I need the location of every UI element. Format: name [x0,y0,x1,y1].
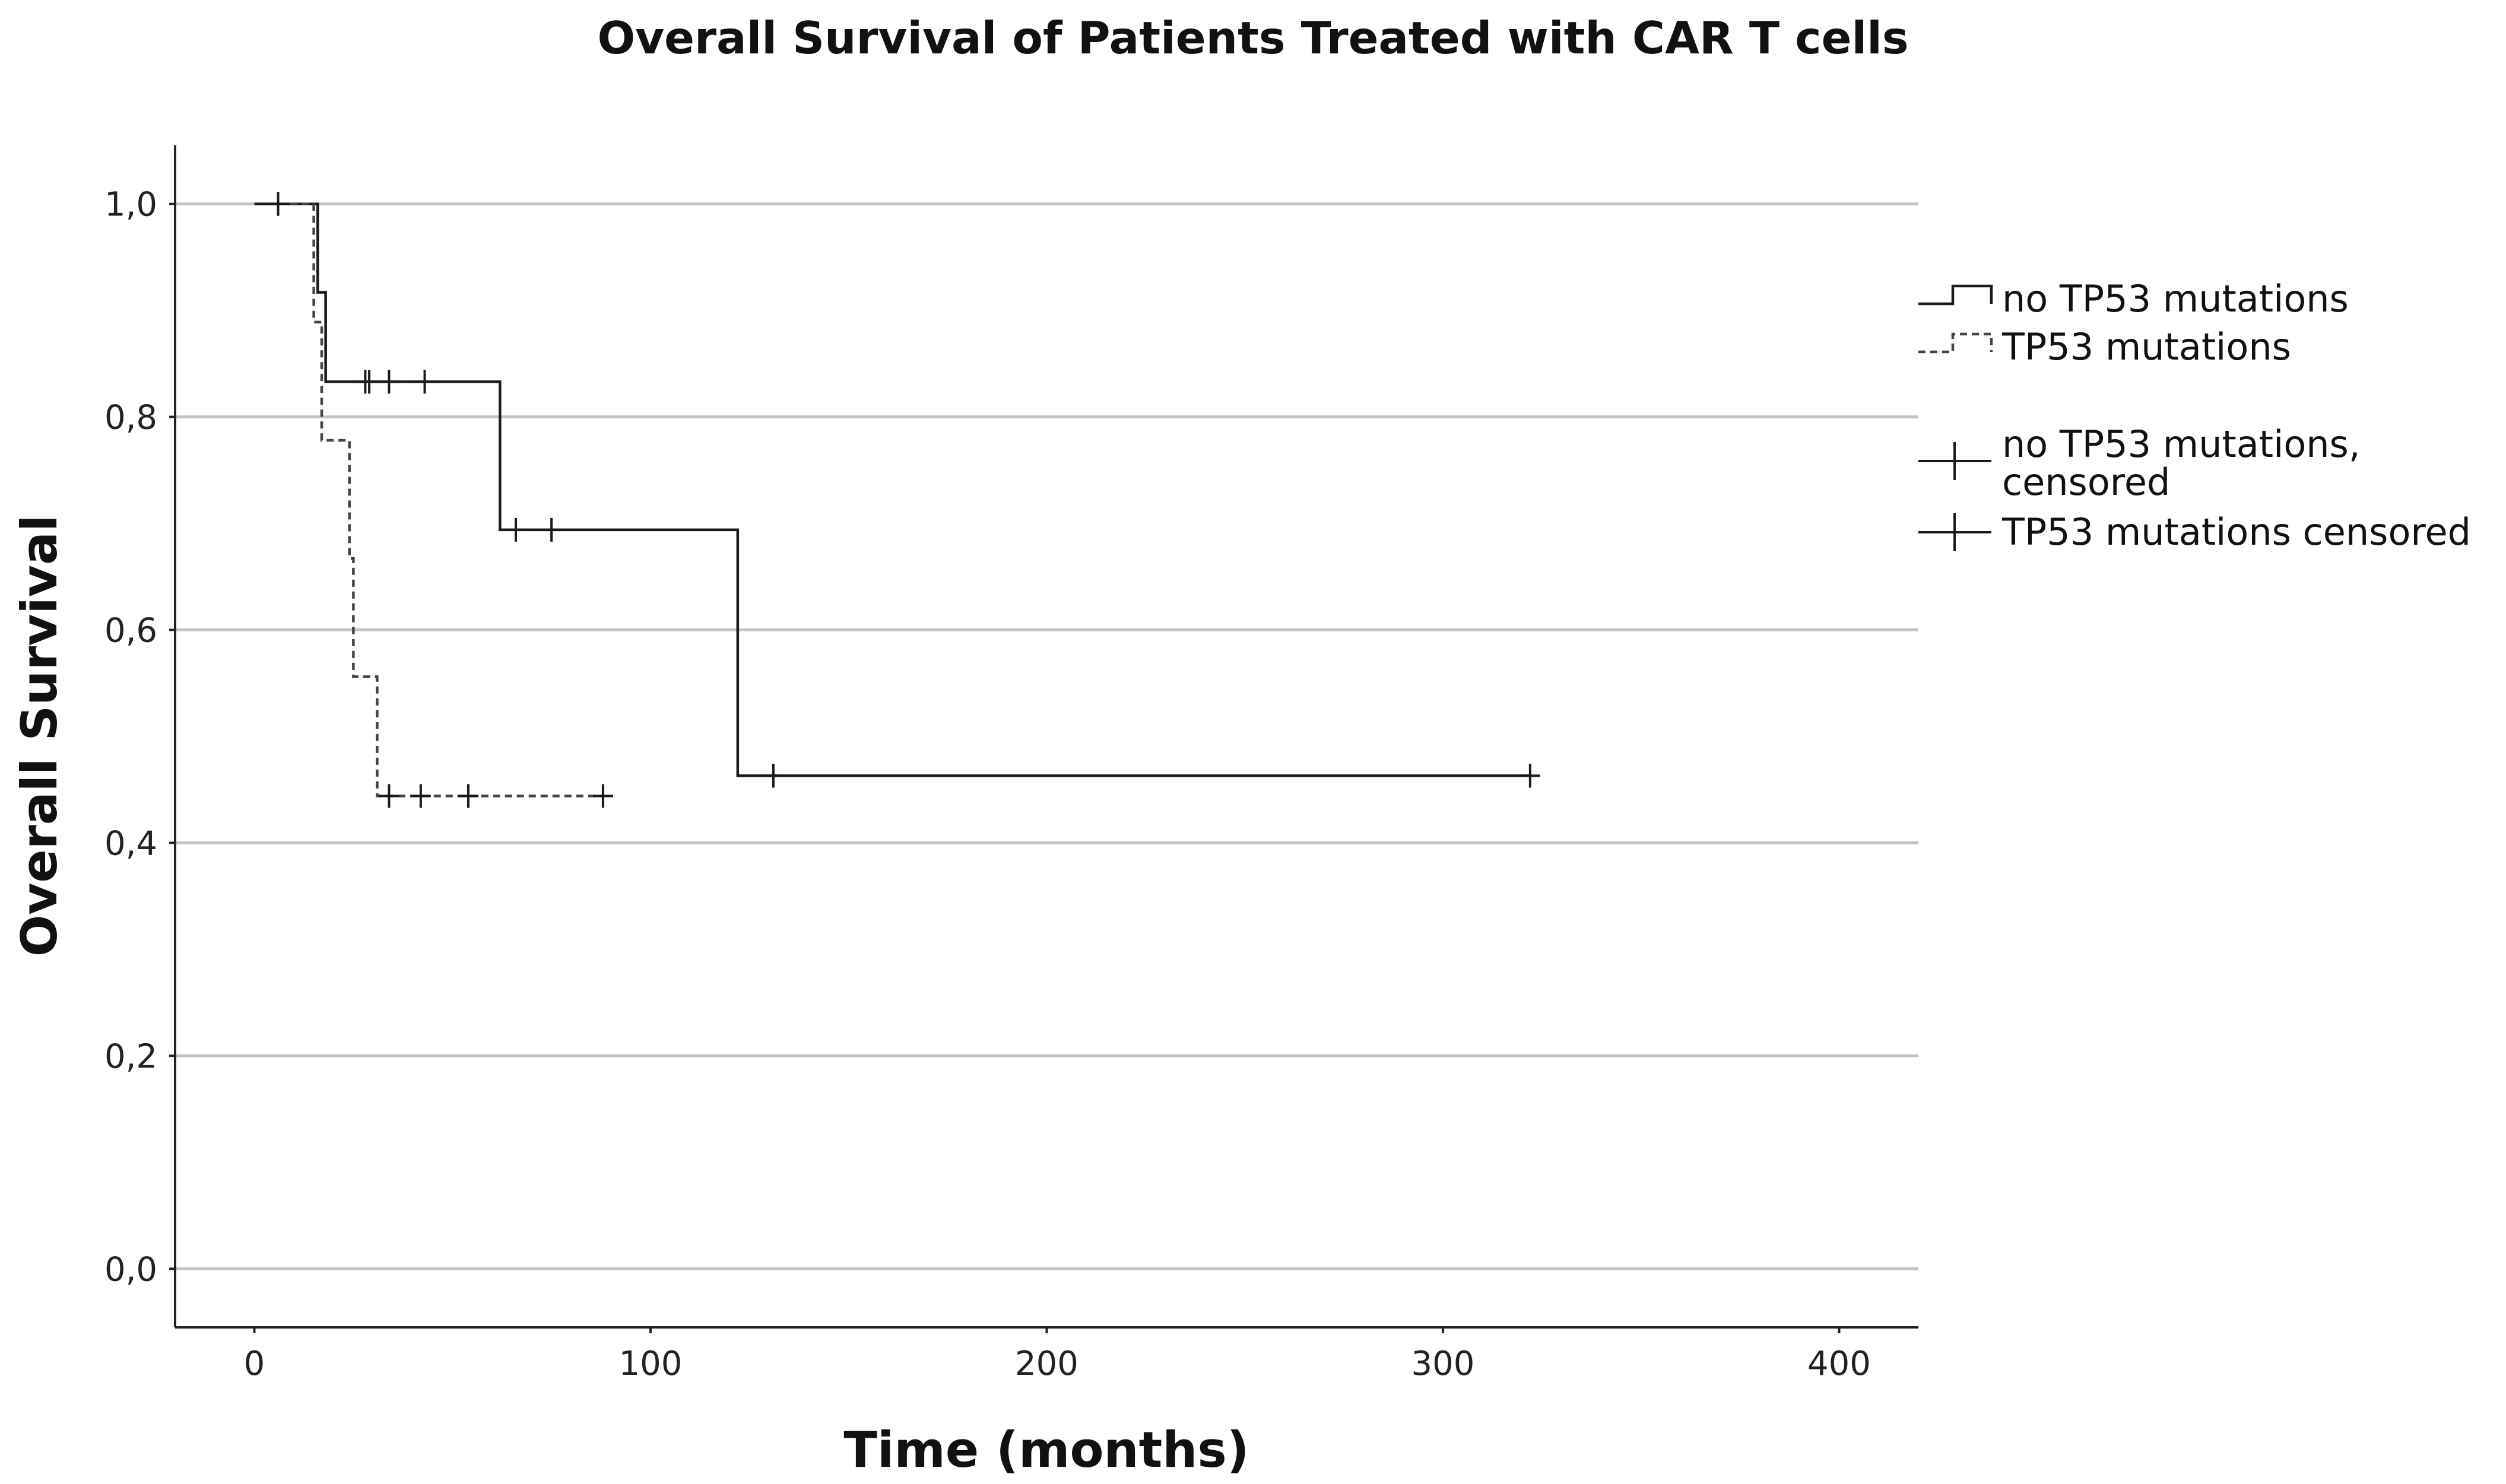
y-tick-label: 1,0 [104,186,157,224]
y-tick-label: 0,4 [104,824,157,863]
y-axis-title: Overall Survival [11,515,68,957]
legend-label-no-tp53-censored-line2: censored [2002,460,2170,504]
legend-label-no-tp53: no TP53 mutations [2002,277,2349,320]
legend-label-no-tp53-censored-line1: no TP53 mutations, [2002,422,2361,466]
y-tick-label: 0,6 [104,612,157,650]
legend-symbol-solid-step [1918,284,1993,306]
series-line-no-tp53 [254,202,1530,777]
x-tick-label: 200 [1015,1345,1078,1383]
y-tick-label: 0,0 [104,1250,157,1289]
x-tick-labels: 0 100 200 300 400 [244,1327,1871,1383]
legend: no TP53 mutations TP53 mutations no TP53… [1918,277,2471,554]
y-tick-label: 0,8 [104,399,157,437]
x-tick-label: 100 [619,1345,683,1383]
censor-layer [268,192,1540,808]
y-tick-label: 0,2 [104,1037,157,1076]
x-tick-label: 0 [244,1345,265,1383]
series-line-tp53 [278,202,603,797]
x-tick-label: 400 [1807,1345,1871,1383]
series-layer [254,202,1530,797]
x-axis-title: Time (months) [843,1421,1249,1479]
legend-label-tp53: TP53 mutations [2001,325,2291,368]
y-tick-labels: 0,0 0,2 0,4 0,6 0,8 1,0 [104,186,175,1289]
grid-layer [175,202,1918,1270]
legend-label-tp53-censored: TP53 mutations censored [2001,510,2471,554]
axis-layer [174,145,1918,1329]
chart-title: Overall Survival of Patients Treated wit… [597,12,1908,64]
x-tick-label: 300 [1411,1345,1475,1383]
legend-symbol-dashed-step [1918,332,1993,354]
